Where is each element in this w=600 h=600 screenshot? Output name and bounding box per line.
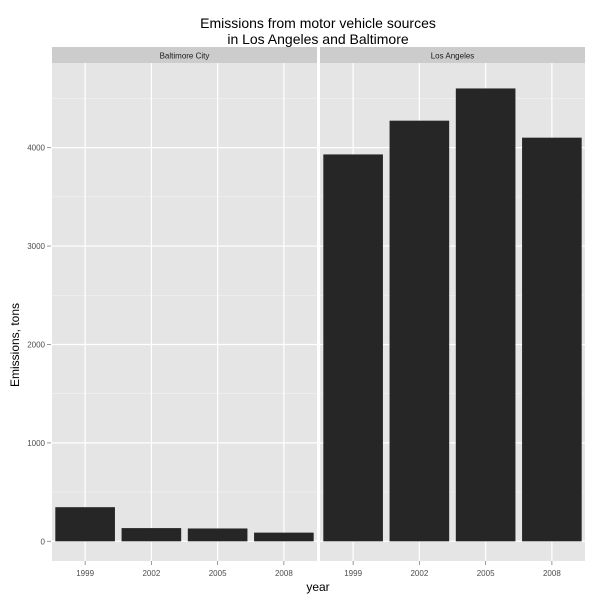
facet-strip: [52, 47, 317, 63]
bar-los-angeles-2008: [522, 137, 582, 542]
y-tick-label: 3000: [27, 242, 45, 251]
bar-baltimore-city-2005: [187, 528, 248, 542]
bar-baltimore-city-2008: [254, 532, 314, 542]
bar-los-angeles-2005: [455, 88, 516, 542]
bar-baltimore-city-1999: [55, 507, 115, 542]
bar-los-angeles-2002: [389, 120, 450, 542]
y-tick-label: 1000: [27, 439, 45, 448]
x-tick-label: 2008: [275, 569, 293, 578]
y-axis-label: Emissions, tons: [8, 303, 22, 387]
x-axis-label: year: [306, 580, 329, 594]
chart-title-line-1: Emissions from motor vehicle sources: [200, 15, 436, 31]
y-tick-label: 0: [41, 537, 46, 546]
x-tick-label: 2002: [410, 569, 428, 578]
x-tick-label: 2008: [543, 569, 561, 578]
x-tick-label: 1999: [76, 569, 94, 578]
x-tick-label: 2002: [142, 569, 160, 578]
y-tick-label: 2000: [27, 340, 45, 349]
x-tick-label: 2005: [477, 569, 495, 578]
facet-strip: [320, 47, 585, 63]
bar-los-angeles-1999: [323, 154, 383, 542]
facet-panels: 0 1000 2000 3000 4000 Baltimore City 1999 2002 2…: [27, 47, 585, 578]
facet-panel-background: [52, 63, 317, 561]
y-tick-label: 4000: [27, 144, 45, 153]
x-tick-label: 2005: [209, 569, 227, 578]
bar-baltimore-city-2002: [121, 528, 182, 542]
x-tick-label: 1999: [344, 569, 362, 578]
chart-title-line-2: in Los Angeles and Baltimore: [227, 31, 409, 47]
facet-strip-label: Baltimore City: [160, 52, 210, 61]
facet-strip-label: Los Angeles: [431, 52, 475, 61]
